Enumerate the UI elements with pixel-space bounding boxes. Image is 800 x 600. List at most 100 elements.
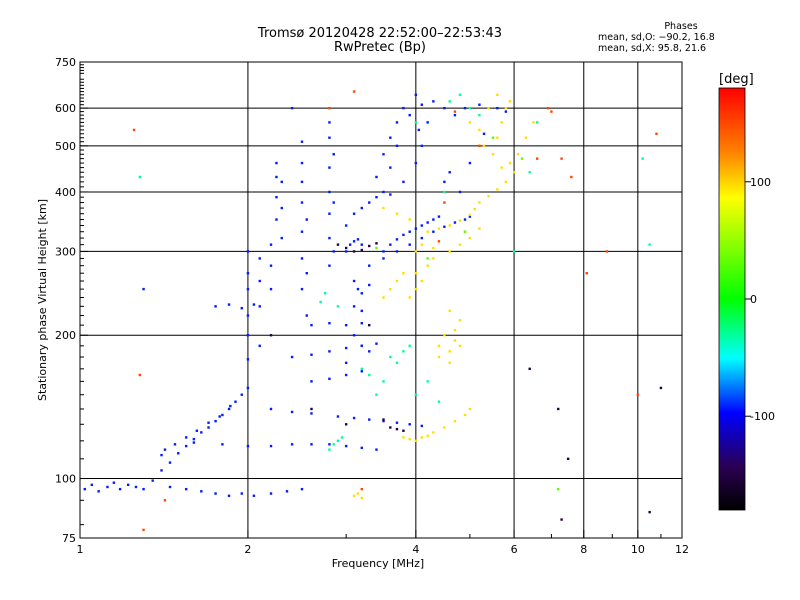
data-point	[240, 492, 243, 495]
data-point	[468, 213, 472, 217]
data-point	[414, 121, 418, 124]
data-point	[389, 136, 392, 139]
data-point	[516, 153, 520, 156]
data-point	[163, 499, 167, 502]
data-point	[275, 161, 278, 165]
data-point	[389, 243, 392, 246]
phase-heading: Phases	[664, 21, 698, 32]
data-point	[310, 412, 313, 415]
y-tick-label: 600	[55, 102, 76, 115]
data-point	[458, 219, 462, 222]
data-point	[402, 233, 405, 237]
data-point	[402, 272, 405, 275]
data-point	[535, 157, 539, 160]
data-point	[389, 166, 392, 169]
data-point	[414, 250, 418, 253]
data-point	[648, 510, 651, 514]
data-point	[395, 361, 399, 365]
data-point	[328, 377, 331, 380]
data-point	[269, 492, 273, 495]
data-point	[195, 429, 199, 432]
data-point	[344, 373, 348, 377]
data-point	[106, 485, 109, 489]
data-point	[408, 230, 411, 233]
data-point	[258, 279, 261, 283]
data-point	[478, 144, 481, 148]
data-point	[395, 144, 399, 148]
data-point	[443, 106, 446, 110]
data-point	[382, 190, 385, 194]
data-point	[395, 279, 399, 283]
data-point	[458, 190, 462, 194]
data-point	[437, 344, 441, 348]
data-point	[453, 110, 457, 113]
data-point	[426, 434, 429, 437]
data-point	[328, 166, 331, 169]
data-point	[227, 303, 231, 306]
data-point	[408, 296, 411, 299]
data-point	[336, 415, 340, 418]
data-point	[426, 221, 429, 224]
data-point	[352, 250, 356, 253]
data-point	[448, 350, 451, 353]
data-point	[437, 400, 441, 403]
data-point	[221, 443, 224, 446]
data-point	[420, 103, 424, 106]
data-point	[192, 441, 196, 444]
data-point	[414, 393, 418, 396]
data-point	[142, 528, 145, 532]
data-point	[97, 490, 100, 493]
data-point	[229, 404, 232, 408]
data-point	[184, 487, 188, 491]
data-point	[420, 243, 424, 246]
colorbar-tick-label: -100	[750, 410, 775, 423]
data-point	[453, 339, 457, 342]
data-point	[420, 224, 424, 227]
data-point	[453, 419, 457, 423]
data-point	[200, 490, 203, 493]
data-point	[118, 487, 122, 491]
data-point	[368, 373, 371, 377]
plot-frame	[79, 61, 683, 539]
data-point	[408, 437, 411, 441]
data-points	[83, 90, 663, 532]
data-point	[382, 257, 385, 260]
data-point	[443, 201, 446, 204]
data-point	[570, 175, 573, 179]
data-point	[168, 485, 172, 489]
data-point	[340, 436, 344, 439]
data-point	[323, 292, 327, 295]
phase-colorbar	[718, 87, 746, 511]
data-point	[512, 171, 516, 174]
data-point	[520, 157, 524, 160]
data-point	[348, 243, 352, 246]
data-point	[402, 180, 405, 184]
data-point	[375, 393, 378, 396]
data-point	[448, 171, 451, 174]
data-point	[463, 413, 467, 417]
data-point	[300, 161, 304, 165]
data-point	[328, 212, 331, 215]
data-point	[112, 481, 116, 484]
data-point	[142, 487, 145, 491]
data-point	[382, 206, 385, 210]
data-point	[332, 201, 335, 204]
data-point	[234, 400, 237, 403]
data-point	[432, 431, 435, 434]
data-point	[360, 248, 363, 252]
data-point	[138, 373, 142, 377]
data-point	[360, 206, 363, 210]
data-point	[375, 246, 378, 250]
data-point	[389, 287, 392, 291]
data-point	[344, 246, 348, 250]
x-tick-label: 8	[580, 543, 587, 556]
data-point	[290, 106, 294, 110]
y-tick-label: 300	[55, 245, 76, 258]
data-point	[300, 287, 304, 291]
data-point	[382, 296, 385, 299]
data-point	[560, 518, 563, 521]
data-point	[269, 243, 273, 246]
data-point	[305, 272, 308, 275]
data-point	[448, 361, 451, 365]
